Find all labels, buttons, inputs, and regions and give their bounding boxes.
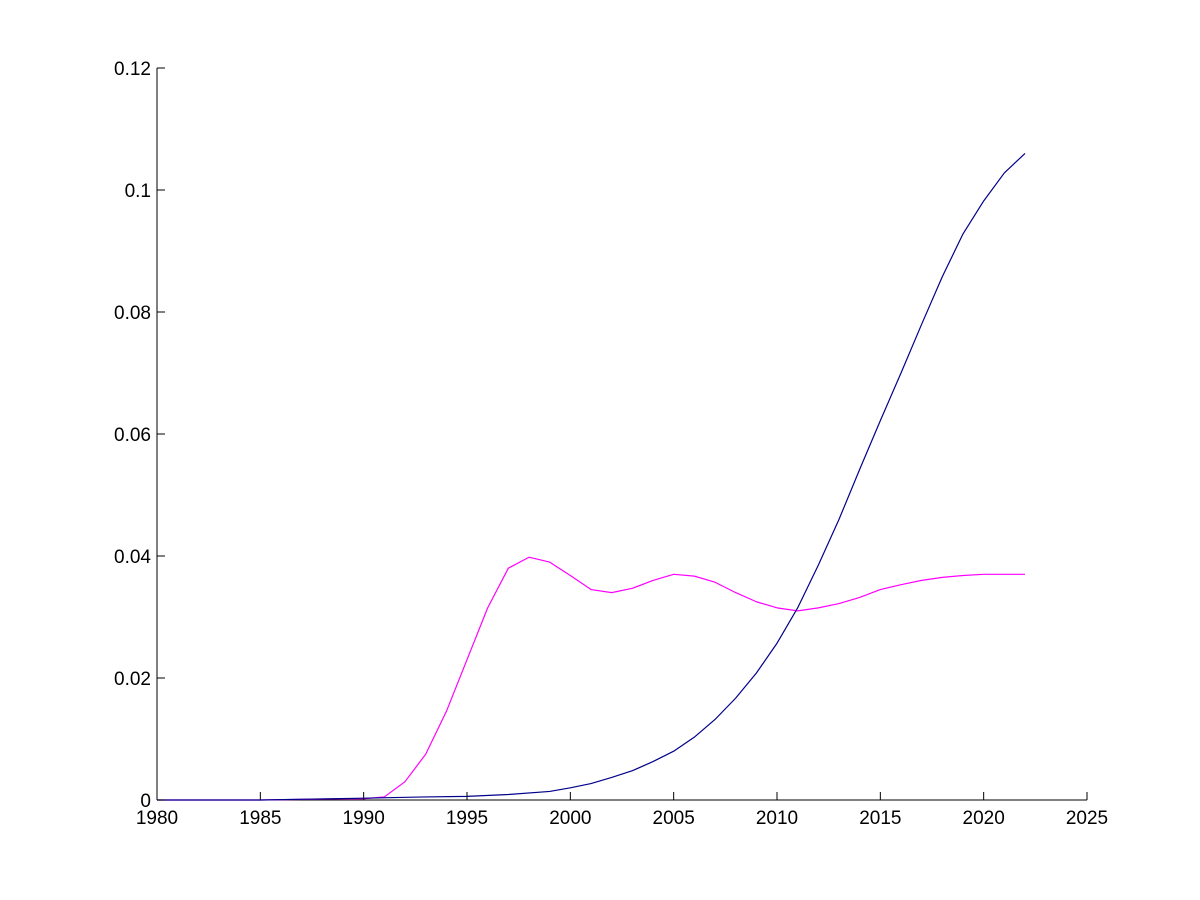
x-tick-label: 1980 — [136, 808, 178, 829]
y-tick-label: 0.02 — [114, 669, 151, 690]
y-tick-label: 0.04 — [114, 547, 151, 568]
x-tick-label: 2010 — [756, 808, 798, 829]
x-tick-label: 2015 — [859, 808, 901, 829]
x-axis-ticks: 1980 1985 1990 1995 2000 2005 2010 2015 2020 2025 — [136, 792, 1108, 829]
y-tick-label: 0.12 — [114, 59, 151, 80]
x-tick-label: 2020 — [963, 808, 1005, 829]
x-tick-label: 1990 — [343, 808, 385, 829]
y-tick-label: 0.08 — [114, 303, 151, 324]
x-tick-label: 1995 — [446, 808, 488, 829]
y-tick-label: 0.06 — [114, 425, 151, 446]
y-axis-ticks: 0 0.02 0.04 0.06 0.08 0.1 0.12 — [114, 59, 165, 812]
axes — [156, 68, 1087, 801]
series-line-2 — [157, 152, 1026, 801]
x-tick-label: 2025 — [1066, 808, 1108, 829]
x-tick-label: 2005 — [653, 808, 695, 829]
series-lines — [157, 152, 1026, 801]
y-tick-label: 0 — [140, 791, 151, 812]
y-tick-label: 0.1 — [125, 181, 151, 202]
series-line-1 — [157, 556, 1025, 801]
x-tick-label: 2000 — [549, 808, 591, 829]
x-tick-label: 1985 — [239, 808, 281, 829]
